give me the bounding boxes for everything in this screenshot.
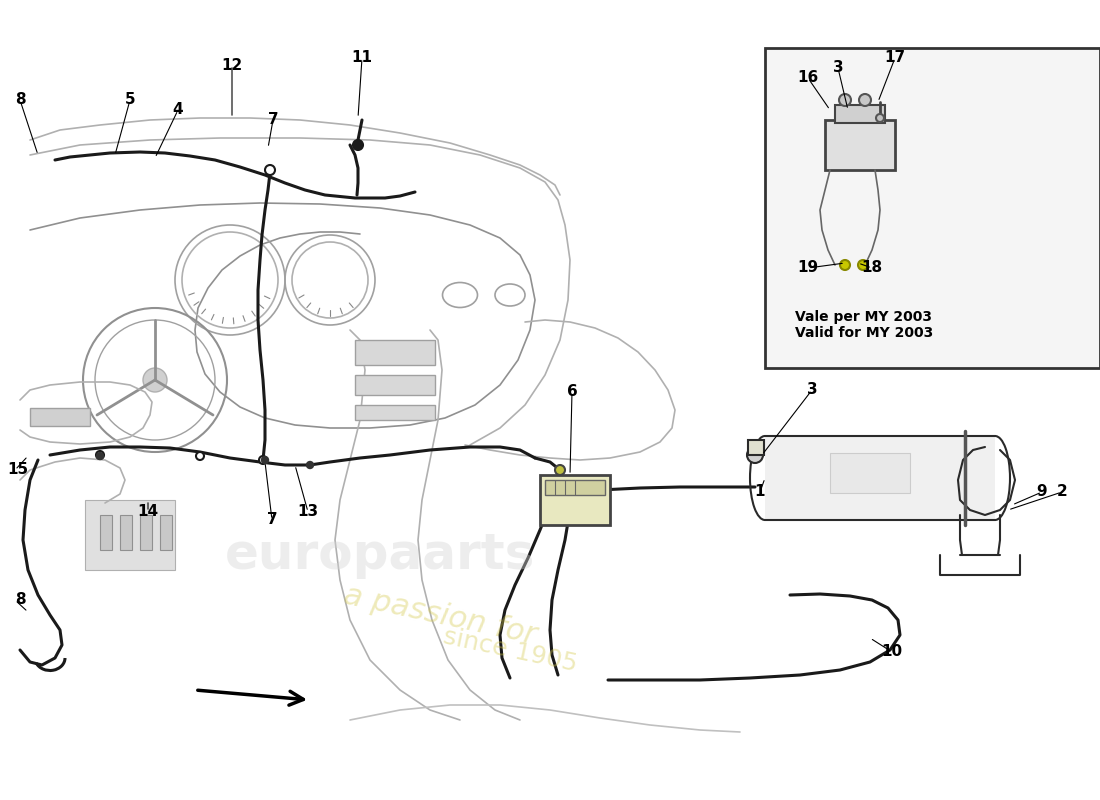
Circle shape xyxy=(858,260,868,270)
Bar xyxy=(30,408,90,426)
Bar xyxy=(355,405,434,420)
Text: 3: 3 xyxy=(806,382,817,398)
Text: 14: 14 xyxy=(138,505,158,519)
Bar xyxy=(355,340,434,365)
Circle shape xyxy=(840,260,850,270)
Text: 6: 6 xyxy=(566,385,578,399)
Circle shape xyxy=(556,465,565,475)
Circle shape xyxy=(353,140,363,150)
Bar xyxy=(748,440,764,455)
Text: 12: 12 xyxy=(221,58,243,73)
Bar xyxy=(544,480,605,495)
Circle shape xyxy=(143,368,167,392)
Text: 8: 8 xyxy=(14,93,25,107)
Circle shape xyxy=(265,165,275,175)
Circle shape xyxy=(96,451,104,459)
Circle shape xyxy=(859,94,871,106)
Bar xyxy=(140,515,152,550)
Circle shape xyxy=(97,453,103,459)
Text: a passion for: a passion for xyxy=(341,580,539,650)
Circle shape xyxy=(839,94,851,106)
Bar xyxy=(160,515,172,550)
Text: 15: 15 xyxy=(8,462,29,478)
Text: europaarts: europaarts xyxy=(224,531,536,579)
Text: 13: 13 xyxy=(297,505,319,519)
Circle shape xyxy=(196,452,204,460)
Text: 7: 7 xyxy=(267,113,278,127)
Text: 7: 7 xyxy=(266,513,277,527)
Text: 17: 17 xyxy=(884,50,905,66)
Text: 19: 19 xyxy=(798,261,818,275)
Text: 9: 9 xyxy=(1036,485,1047,499)
Bar xyxy=(355,375,434,395)
Text: 4: 4 xyxy=(173,102,184,118)
Text: 3: 3 xyxy=(833,61,844,75)
Bar xyxy=(825,120,895,170)
Circle shape xyxy=(258,456,267,464)
Text: 8: 8 xyxy=(14,593,25,607)
Text: 18: 18 xyxy=(861,261,882,275)
Bar xyxy=(540,475,611,525)
Text: 5: 5 xyxy=(124,93,135,107)
Bar xyxy=(85,500,175,570)
Text: 2: 2 xyxy=(1057,485,1067,499)
FancyBboxPatch shape xyxy=(764,436,996,520)
Text: 16: 16 xyxy=(798,70,818,86)
Bar xyxy=(100,515,112,550)
Bar xyxy=(835,105,886,123)
Text: 11: 11 xyxy=(352,50,373,66)
Text: Vale per MY 2003
Valid for MY 2003: Vale per MY 2003 Valid for MY 2003 xyxy=(795,310,933,340)
Text: 10: 10 xyxy=(881,645,903,659)
Circle shape xyxy=(876,114,884,122)
Circle shape xyxy=(307,462,314,469)
Text: 1: 1 xyxy=(755,485,766,499)
Text: since 1905: since 1905 xyxy=(441,624,580,676)
Bar xyxy=(764,48,1100,368)
Circle shape xyxy=(262,457,268,463)
Bar xyxy=(830,453,910,493)
Bar xyxy=(120,515,132,550)
Circle shape xyxy=(747,447,763,463)
